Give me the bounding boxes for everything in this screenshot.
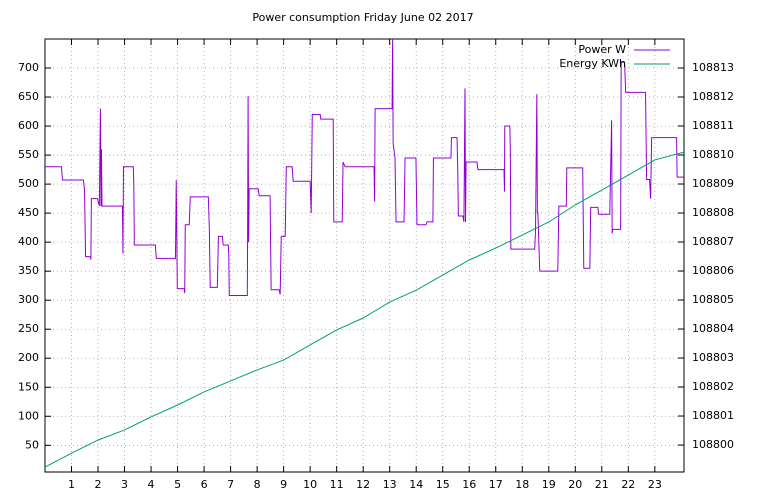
y2-tick-label: 108809 [692, 177, 734, 190]
y2-tick-label: 108813 [692, 61, 734, 74]
x-tick-label: 8 [254, 478, 261, 491]
x-tick-label: 15 [436, 478, 450, 491]
y-tick-label: 600 [18, 119, 39, 132]
y-tick-label: 100 [18, 409, 39, 422]
plot-border [44, 38, 685, 473]
x-tick-label: 10 [303, 478, 317, 491]
x-tick-label: 13 [383, 478, 397, 491]
y2-tick-label: 108802 [692, 380, 734, 393]
y2-tick-label: 108805 [692, 293, 734, 306]
x-tick-label: 22 [621, 478, 635, 491]
y2-tick-label: 108811 [692, 119, 734, 132]
y2-tick-label: 108807 [692, 235, 734, 248]
x-tick-label: 2 [95, 478, 102, 491]
y2-tick-label: 108804 [692, 322, 734, 335]
x-tick-label: 3 [121, 478, 128, 491]
x-tick-label: 1 [68, 478, 75, 491]
x-tick-label: 17 [489, 478, 503, 491]
y-tick-label: 200 [18, 351, 39, 364]
y-tick-label: 700 [18, 61, 39, 74]
x-tick-label: 11 [330, 478, 344, 491]
x-tick-label: 5 [174, 478, 181, 491]
y2-tick-label: 108810 [692, 148, 734, 161]
y2-tick-label: 108806 [692, 264, 734, 277]
x-tick-label: 9 [280, 478, 287, 491]
x-tick-label: 18 [515, 478, 529, 491]
y-tick-label: 550 [18, 148, 39, 161]
y2-tick-label: 108808 [692, 206, 734, 219]
x-tick-label: 20 [568, 478, 582, 491]
y2-tick-label: 108800 [692, 438, 734, 451]
x-tick-label: 12 [356, 478, 370, 491]
y-tick-label: 650 [18, 90, 39, 103]
x-tick-label: 7 [227, 478, 234, 491]
y-tick-label: 500 [18, 177, 39, 190]
y-tick-label: 250 [18, 322, 39, 335]
x-tick-label: 16 [462, 478, 476, 491]
x-tick-label: 14 [409, 478, 423, 491]
y-tick-label: 150 [18, 380, 39, 393]
y-tick-label: 300 [18, 293, 39, 306]
x-tick-label: 23 [648, 478, 662, 491]
x-tick-label: 4 [148, 478, 155, 491]
y2-tick-label: 108812 [692, 90, 734, 103]
y-tick-label: 350 [18, 264, 39, 277]
x-tick-label: 6 [201, 478, 208, 491]
y2-tick-label: 108803 [692, 351, 734, 364]
y-tick-label: 450 [18, 206, 39, 219]
y-tick-label: 50 [25, 438, 39, 451]
data-line [45, 38, 684, 297]
x-tick-label: 21 [595, 478, 609, 491]
chart-title: Power consumption Friday June 02 2017 [252, 11, 473, 24]
legend-label: Energy KWh [559, 57, 626, 70]
y-tick-label: 400 [18, 235, 39, 248]
x-tick-label: 19 [542, 478, 556, 491]
y2-tick-label: 108801 [692, 409, 734, 422]
data-line [44, 151, 685, 468]
legend-label: Power W [578, 43, 626, 56]
